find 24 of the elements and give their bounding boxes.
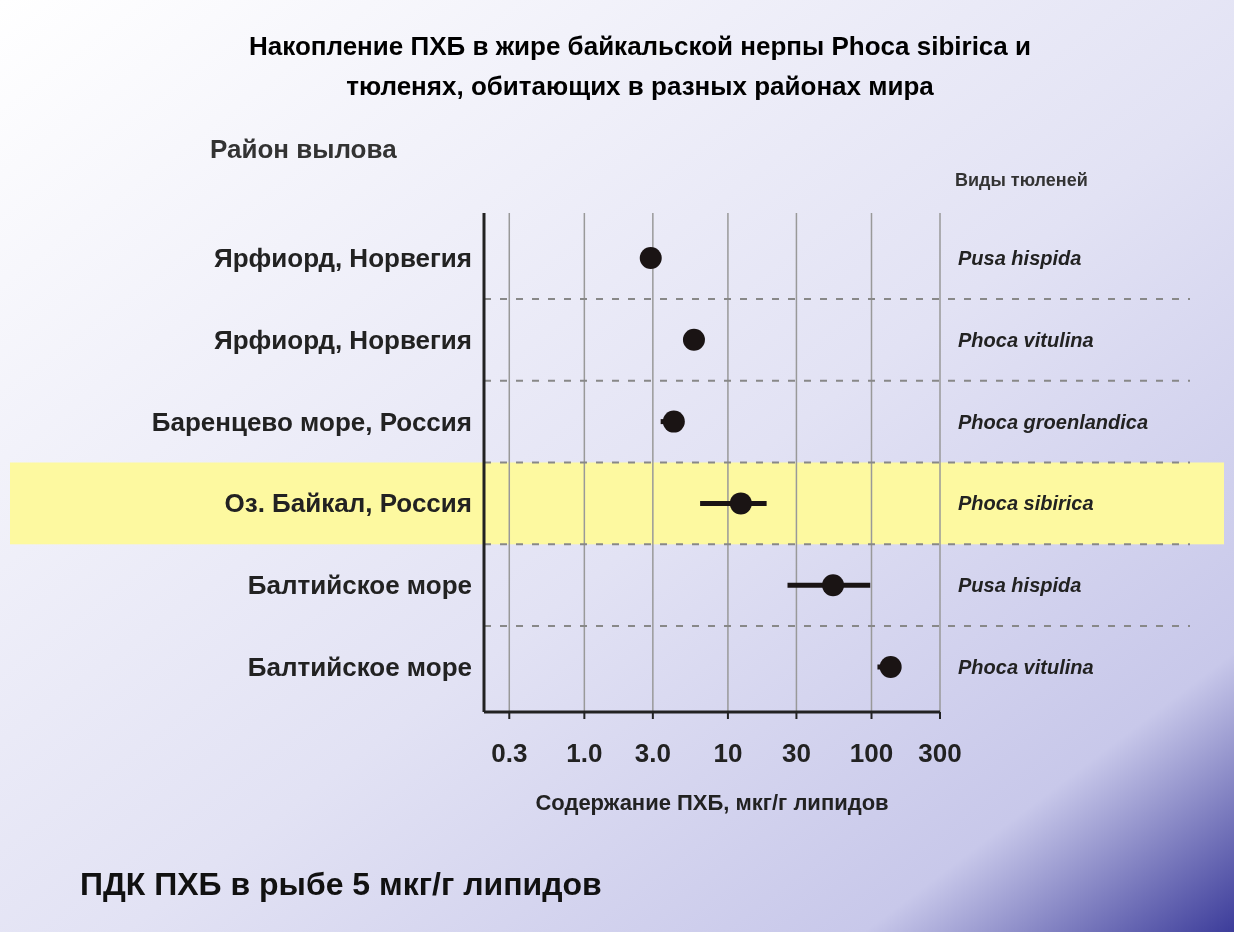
y2-axis-title: Виды тюленей <box>955 170 1088 190</box>
text: ПДК ПХБ в рыбе 5 мкг/г липидов <box>80 866 602 902</box>
y-tick-label: Балтийское море <box>247 570 472 601</box>
y2-tick-label: Phoca vitulina <box>958 328 1094 351</box>
y2-tick-label: Pusa hispida <box>958 246 1082 269</box>
y2-tick-label: Pusa hispida <box>958 574 1082 597</box>
x-tick-label: 1.0 <box>566 738 603 768</box>
y-tick-label: Ярфиорд, Норвегия <box>214 324 472 355</box>
y-tick-label: Ярфиорд, Норвегия <box>214 242 472 273</box>
y-tick-label: Оз. Байкал, Россия <box>224 488 472 519</box>
y-tick-label: Баренцево море, Россия <box>151 406 472 437</box>
x-tick-label: 30 <box>781 738 811 768</box>
x-tick-label: 300 <box>918 738 962 768</box>
y2-tick-label: Phoca vitulina <box>958 656 1094 679</box>
x-tick-label: 100 <box>849 738 894 768</box>
y-tick-label: Балтийское море <box>247 652 472 683</box>
x-tick-label: 10 <box>713 738 743 768</box>
x-tick-label: 0.3 <box>491 738 528 768</box>
y-axis-title: Район вылова <box>210 134 398 164</box>
chart-title: Накопление ПХБ в жире байкальской нерпы Phoca sibirica и тюленях, обитающих в разных районах мира <box>248 31 1032 101</box>
x-tick-label: 3.0 <box>634 738 671 768</box>
y2-tick-label: Phoca sibirica <box>958 492 1094 515</box>
x-axis-title: Содержание ПХБ, мкг/г липидов <box>535 790 889 815</box>
y2-tick-label: Phoca groenlandica <box>958 410 1149 433</box>
